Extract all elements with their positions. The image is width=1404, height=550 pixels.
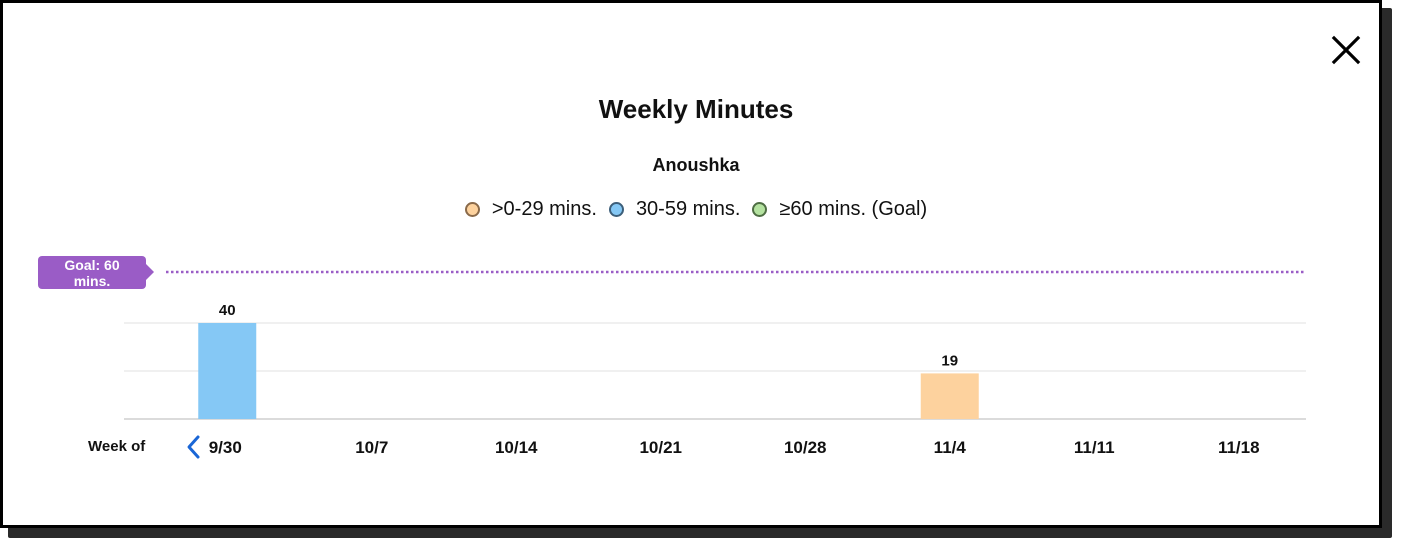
weekly-minutes-modal bbox=[0, 0, 1382, 528]
x-tick-label: 10/28 bbox=[784, 438, 827, 457]
legend-label-green: ≥60 mins. (Goal) bbox=[779, 198, 928, 220]
x-tick-label: 10/21 bbox=[639, 438, 682, 457]
legend-dot-green bbox=[752, 202, 768, 217]
bar-chart: 40 9/30 10/7 10/14 10/21 10/28 19 11/4 11/11 11/1… bbox=[124, 270, 1306, 457]
x-axis-label: Week of bbox=[88, 438, 146, 455]
bar-11-4 bbox=[920, 373, 979, 419]
x-tick-label: 11/11 bbox=[1074, 438, 1115, 457]
chevron-left-icon[interactable] bbox=[184, 434, 202, 460]
legend-dot-blue bbox=[608, 202, 624, 217]
x-tick-label: 9/30 bbox=[209, 438, 242, 457]
goal-badge-line1: Goal: 60 bbox=[64, 257, 120, 273]
legend-item-blue: 30-59 mins. bbox=[608, 198, 741, 221]
chart-subtitle: Anoushka bbox=[652, 155, 740, 175]
legend-label-orange: >0-29 mins. bbox=[491, 198, 597, 220]
legend-item-green: ≥60 mins. (Goal) bbox=[752, 198, 927, 221]
x-tick-label: 11/18 bbox=[1218, 438, 1260, 457]
x-tick-label: 10/14 bbox=[495, 438, 538, 457]
bar-value-label: 19 bbox=[941, 352, 958, 369]
x-tick-label: 11/4 bbox=[934, 438, 967, 457]
x-tick-label: 10/7 bbox=[355, 438, 388, 457]
bar-value-label: 40 bbox=[219, 302, 236, 319]
bar-9-30 bbox=[198, 323, 257, 419]
chart-legend: >0-29 mins. 30-59 mins. ≥60 mins. (Goal) bbox=[0, 198, 1392, 221]
goal-badge-line2: mins. bbox=[73, 273, 111, 289]
chart-title: Weekly Minutes bbox=[598, 94, 794, 124]
legend-item-orange: >0-29 mins. bbox=[464, 198, 597, 221]
goal-badge: Goal: 60 mins. bbox=[38, 256, 154, 289]
legend-label-blue: 30-59 mins. bbox=[635, 198, 741, 220]
legend-dot-orange bbox=[464, 202, 480, 217]
close-icon[interactable] bbox=[1329, 33, 1363, 67]
